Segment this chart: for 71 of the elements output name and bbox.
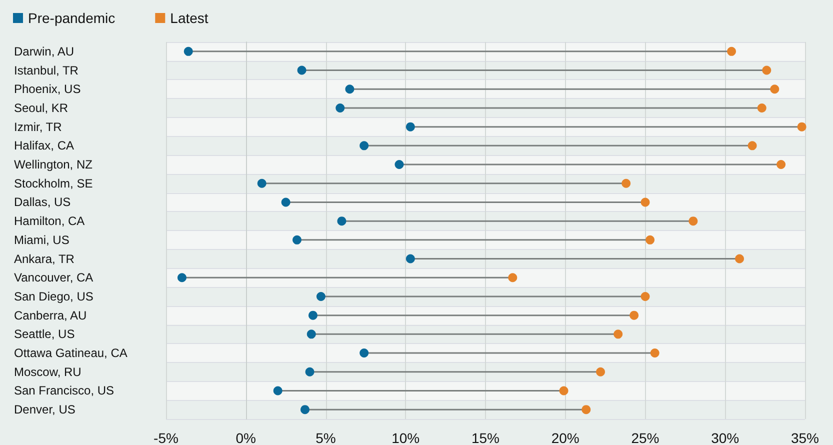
y-tick-label: Phoenix, US (14, 82, 81, 96)
y-tick-label: Ottawa Gatineau, CA (14, 346, 128, 360)
point (300, 405, 310, 414)
point (406, 254, 415, 264)
point (292, 235, 302, 244)
legend-label: Latest (170, 10, 208, 26)
y-tick-label: Wellington, NZ (14, 158, 92, 172)
point (394, 160, 404, 170)
point (614, 330, 623, 339)
point (184, 46, 193, 56)
y-tick-label: San Francisco, US (14, 384, 114, 398)
x-tick-label: 30% (711, 430, 740, 445)
y-tick-label: Halifax, CA (14, 138, 74, 153)
point (735, 254, 744, 264)
point (646, 235, 655, 244)
point (559, 386, 568, 396)
x-tick-label: 15% (471, 430, 500, 445)
y-tick-label: Moscow, RU (14, 364, 82, 379)
point (406, 122, 415, 132)
x-tick-label: -5% (154, 430, 178, 445)
x-tick-label: 25% (631, 430, 660, 445)
x-tick-label: 35% (790, 430, 820, 445)
y-tick-label: San Diego, US (14, 289, 94, 304)
y-tick-label: Ankara, TR (14, 252, 75, 266)
point (762, 66, 772, 75)
point (688, 216, 698, 226)
point (273, 386, 282, 396)
point (630, 310, 639, 320)
point (316, 292, 326, 301)
point (582, 405, 591, 414)
point (281, 198, 290, 207)
point (297, 66, 306, 75)
point (776, 160, 786, 170)
point (748, 141, 757, 150)
y-tick-label: Istanbul, TR (14, 63, 79, 78)
point (308, 310, 318, 320)
point (640, 292, 650, 301)
point (336, 103, 345, 112)
x-tick-label: 0% (236, 430, 256, 445)
y-tick-label: Denver, US (14, 402, 76, 417)
y-tick-label: Seattle, US (14, 327, 75, 342)
point (360, 348, 369, 358)
point (596, 367, 606, 376)
y-tick-label: Dallas, US (14, 195, 71, 210)
legend-label: Pre-pandemic (28, 10, 116, 26)
point (337, 216, 346, 226)
y-tick-label: Darwin, AU (14, 44, 74, 58)
x-tick-label: 10% (392, 430, 420, 445)
y-tick-label: Izmir, TR (14, 120, 62, 134)
point (508, 273, 518, 282)
point (797, 122, 806, 132)
point (650, 348, 660, 358)
y-tick-label: Vancouver, CA (14, 270, 94, 285)
y-tick-label: Hamilton, CA (14, 214, 85, 228)
point (360, 141, 369, 150)
point (757, 103, 766, 112)
y-tick-label: Seoul, KR (14, 100, 68, 115)
x-tick-label: 5% (316, 430, 336, 445)
point (770, 84, 780, 94)
y-tick-label: Miami, US (14, 232, 70, 247)
y-tick-label: Stockholm, SE (14, 176, 93, 190)
point (727, 46, 736, 56)
point (177, 273, 186, 282)
y-tick-label: Canberra, AU (14, 308, 87, 322)
point (345, 84, 354, 94)
point (257, 178, 266, 188)
point (640, 198, 650, 207)
x-tick-label: 20% (551, 430, 580, 445)
point (622, 178, 631, 188)
point (305, 367, 314, 376)
point (306, 330, 316, 339)
